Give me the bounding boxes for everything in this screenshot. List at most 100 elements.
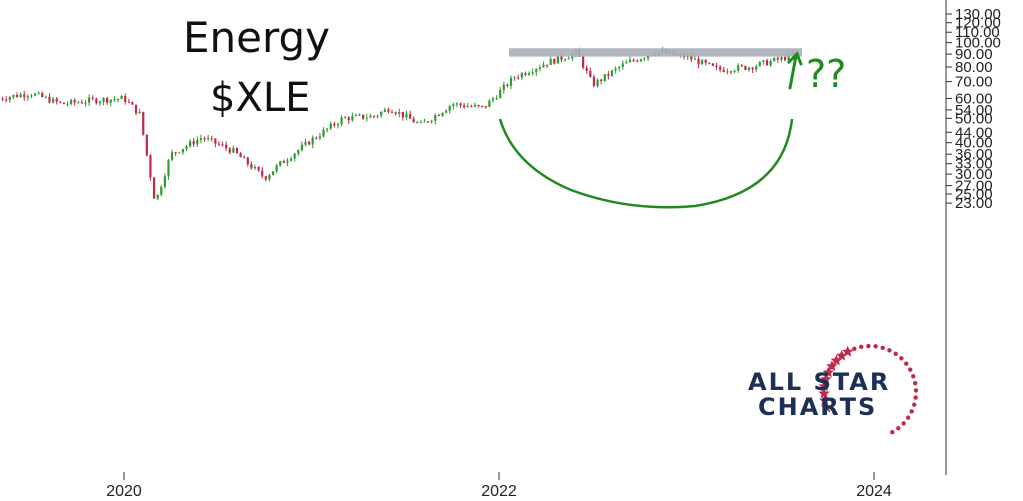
candle-body	[8, 97, 11, 100]
star-icon	[819, 394, 831, 406]
candle-body	[596, 79, 599, 87]
candle-body	[48, 96, 51, 103]
y-tick-label: 130.00	[955, 6, 1001, 23]
star-icon	[836, 349, 848, 361]
candle-body	[235, 148, 239, 154]
candle-body	[740, 65, 743, 67]
candle-body	[538, 67, 541, 69]
y-tick-label: 40.00	[955, 135, 993, 152]
candle-body	[401, 112, 404, 118]
candle-body	[142, 111, 145, 135]
candle-body	[246, 157, 249, 165]
candle-body	[30, 95, 33, 97]
candle-body	[275, 165, 278, 172]
candle-body	[51, 98, 55, 103]
candle-body	[268, 175, 271, 180]
candle-body	[1, 98, 4, 100]
candle-body	[279, 161, 282, 166]
y-axis-ticks: 130.00120.00110.00100.0090.0080.0070.006…	[946, 6, 1001, 212]
candle-body	[481, 105, 484, 107]
star-dot-icon	[909, 409, 914, 414]
star-dot-icon	[887, 348, 892, 353]
candle-body	[693, 58, 697, 60]
candle-body	[26, 96, 29, 98]
y-tick-label: 25.00	[955, 186, 993, 203]
candle-body	[70, 99, 73, 104]
candle-body	[542, 64, 545, 68]
candle-body	[592, 76, 596, 87]
candle-body	[160, 186, 163, 195]
candle-body	[408, 113, 412, 119]
candle-body	[351, 116, 354, 121]
candle-body	[473, 105, 477, 107]
logo-line-2: CHARTS	[758, 393, 878, 421]
star-dot-icon	[880, 345, 885, 350]
candle-body	[376, 115, 379, 117]
y-tick-label: 100.00	[955, 35, 1001, 52]
candle-body	[632, 60, 635, 62]
candle-body	[282, 161, 285, 163]
candle-body	[33, 93, 37, 96]
star-dot-icon	[905, 415, 911, 420]
candle-body	[145, 134, 148, 156]
candle-body	[297, 150, 300, 154]
candle-body	[77, 102, 80, 104]
question-annotation: ??	[806, 52, 847, 96]
candle-body	[477, 105, 480, 107]
candle-body	[733, 70, 736, 72]
candle-body	[524, 73, 527, 75]
x-tick-label: 2020	[106, 483, 142, 500]
candle-body	[239, 153, 242, 158]
candle-body	[646, 55, 650, 59]
candle-body	[729, 71, 733, 73]
candle-body	[315, 137, 318, 139]
star-icon	[818, 387, 830, 399]
candle-body	[192, 141, 195, 145]
candle-body	[495, 98, 498, 100]
candle-body	[62, 102, 66, 105]
candle-body	[582, 56, 585, 68]
candle-body	[134, 104, 138, 114]
candle-body	[628, 60, 632, 63]
y-tick-label: 27.00	[955, 178, 993, 195]
star-dot-icon	[908, 367, 913, 372]
candle-body	[535, 68, 538, 73]
candle-body	[149, 155, 152, 178]
y-tick-label: 36.00	[955, 146, 993, 163]
candle-body	[73, 99, 76, 103]
candle-body	[156, 194, 159, 199]
candle-body	[416, 122, 419, 124]
candle-body	[553, 59, 556, 64]
candle-body	[322, 129, 325, 137]
candle-body	[704, 60, 707, 63]
star-icon	[820, 373, 832, 385]
candle-body	[762, 60, 765, 62]
candle-body	[607, 73, 610, 76]
candle-body	[232, 148, 235, 153]
candle-body	[783, 57, 787, 61]
candle-body	[423, 121, 426, 123]
candle-body	[744, 65, 747, 70]
star-dot-icon	[852, 346, 857, 351]
candle-body	[307, 141, 311, 145]
candle-body	[358, 114, 361, 116]
candle-body	[41, 92, 44, 97]
star-dot-icon	[899, 356, 904, 361]
candle-body	[488, 100, 491, 107]
candle-body	[221, 144, 224, 146]
candle-body	[527, 73, 531, 75]
candle-body	[758, 61, 761, 67]
candle-body	[513, 77, 516, 79]
candle-body	[509, 77, 513, 86]
candle-body	[737, 65, 740, 71]
x-tick-label: 2022	[481, 483, 517, 500]
candle-body	[383, 109, 386, 112]
candle-body	[769, 61, 772, 66]
candle-body	[517, 77, 520, 79]
y-tick-label: 30.00	[955, 166, 993, 183]
all-star-charts-logo: ALL STAR CHARTS	[748, 344, 918, 434]
candle-body	[286, 160, 289, 163]
candle-body	[755, 66, 758, 70]
candle-body	[412, 118, 415, 123]
candle-body	[19, 94, 22, 98]
